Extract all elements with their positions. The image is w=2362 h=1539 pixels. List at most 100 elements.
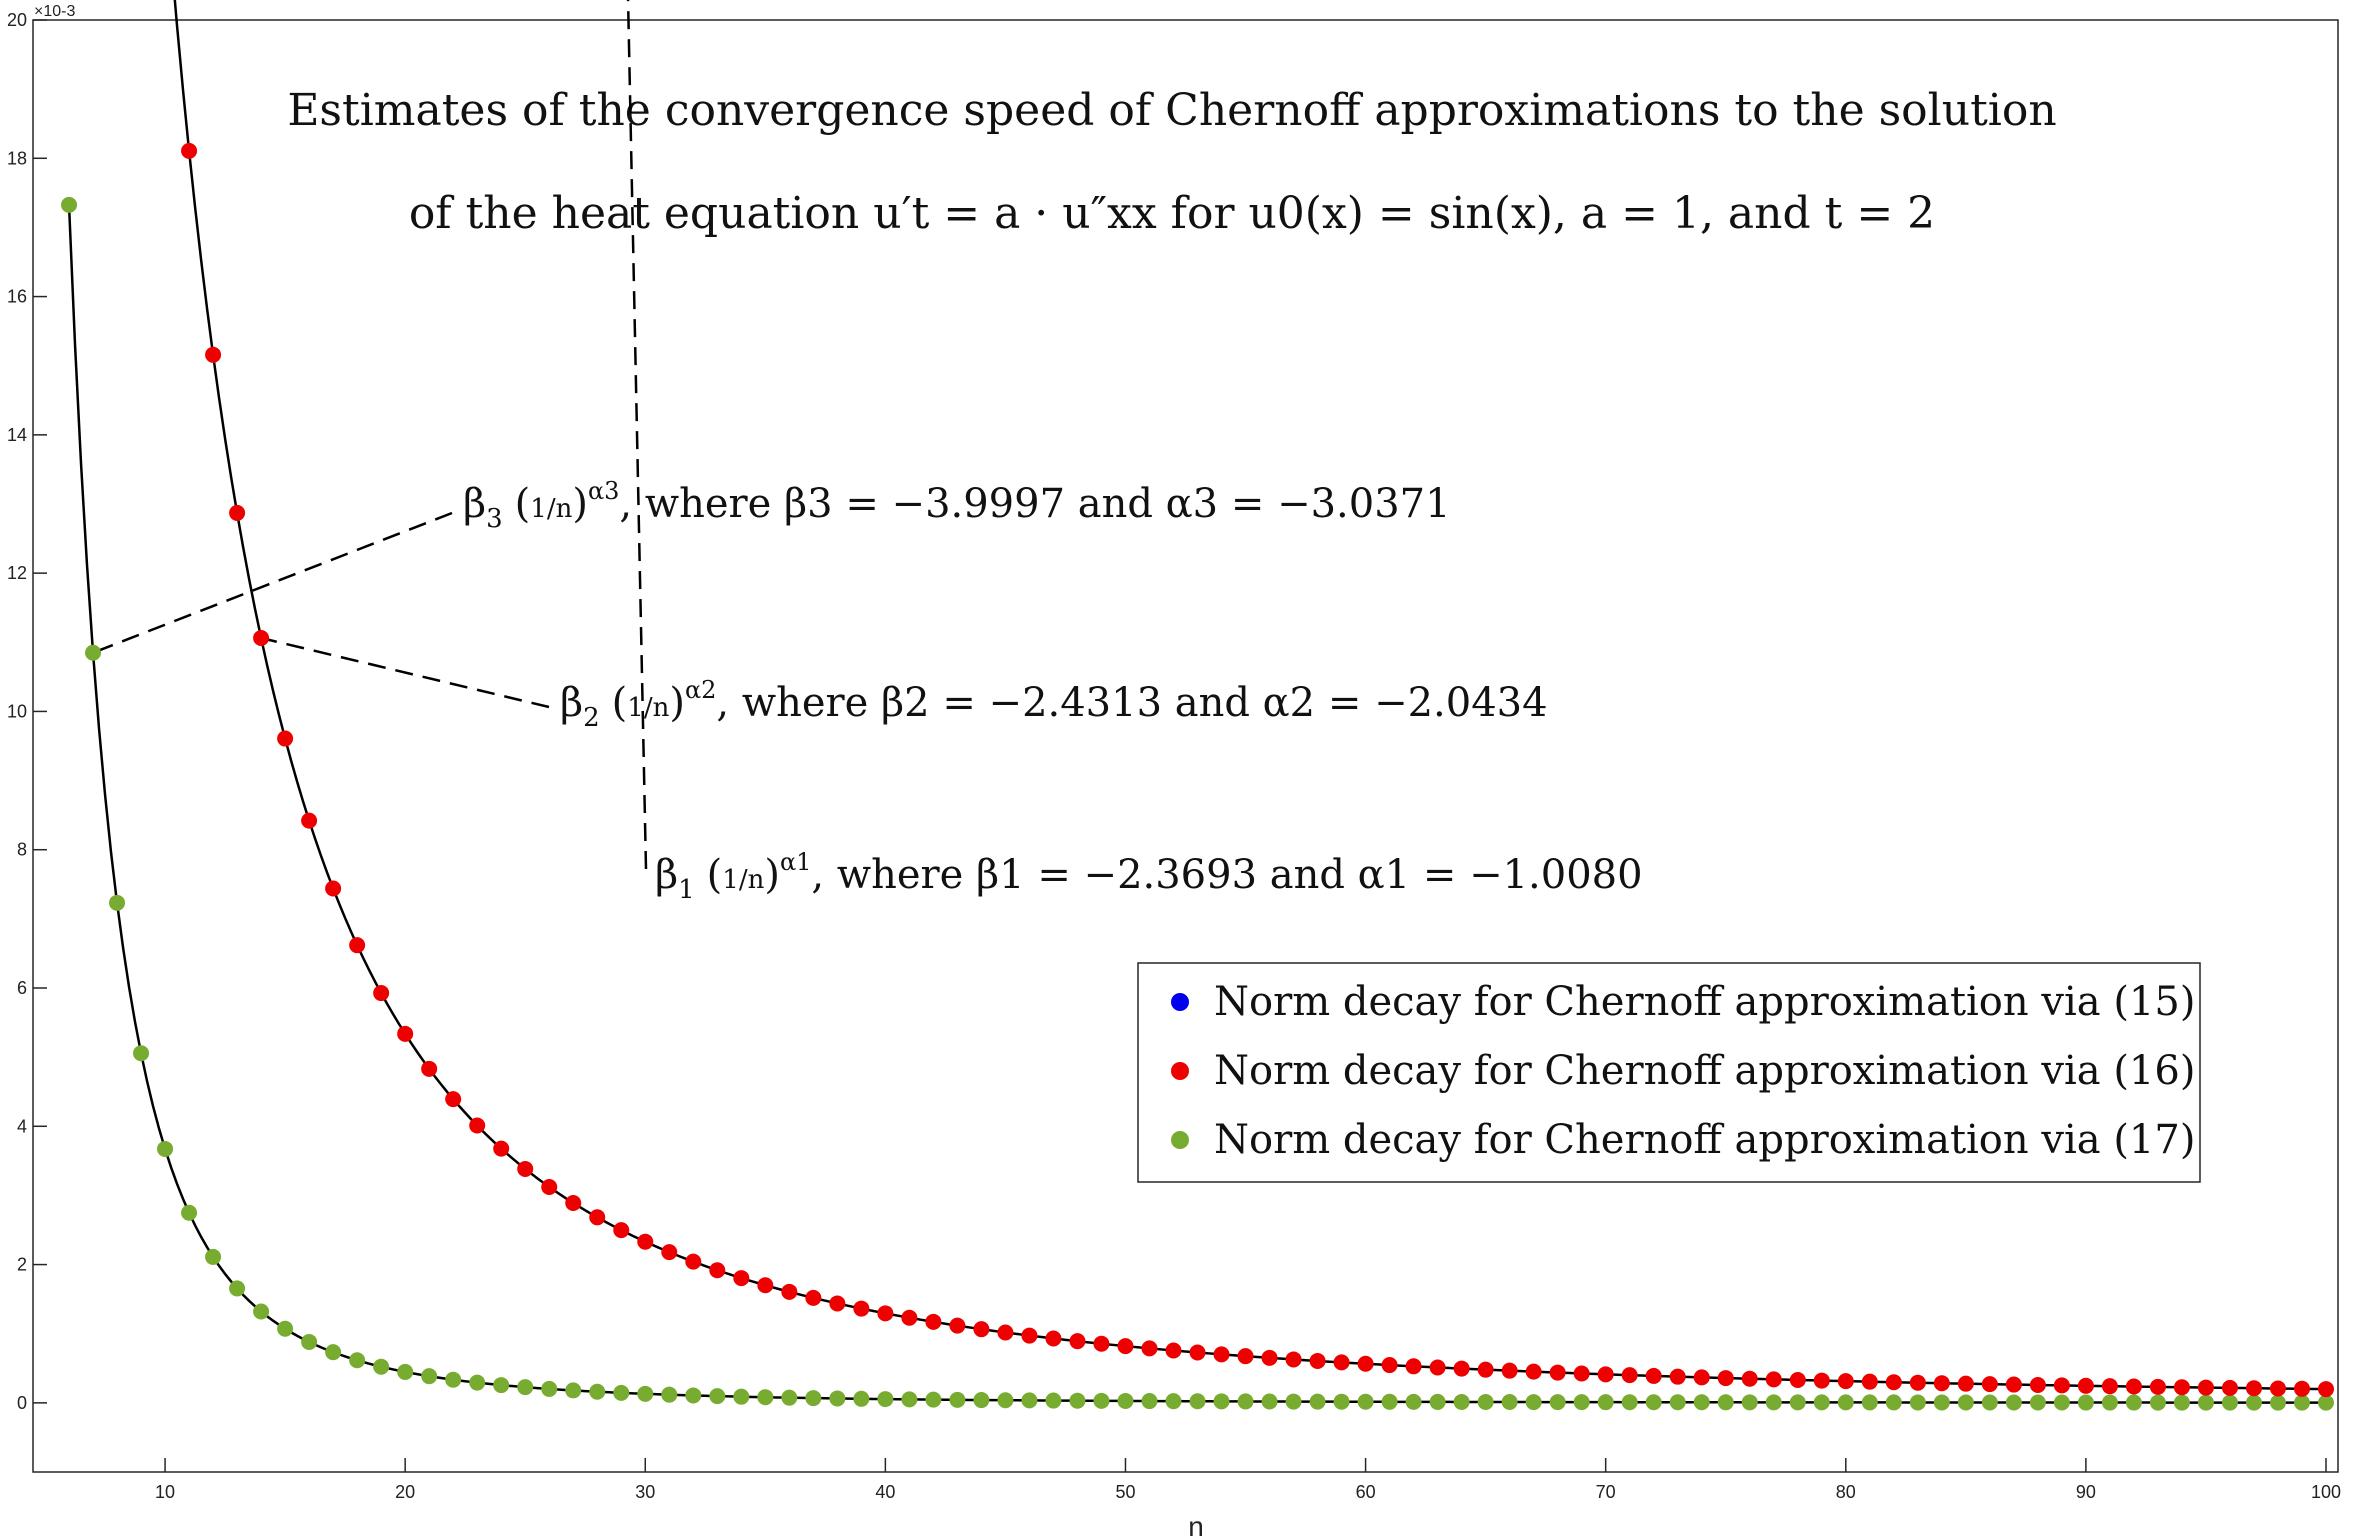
- point-series2-n13: [229, 504, 246, 521]
- y-axis: 0 2 4 6 8 10 12 14 16 18 20: [7, 10, 47, 1413]
- point-series2-n86: [1981, 1376, 1998, 1393]
- ann2-exp: α2: [685, 676, 716, 704]
- point-series2-n20: [397, 1025, 414, 1042]
- point-series2-n96: [2221, 1379, 2238, 1396]
- point-series3-n39: [853, 1390, 870, 1407]
- point-series2-n55: [1237, 1348, 1254, 1365]
- ann2-beta: β: [560, 680, 583, 726]
- point-series3-n72: [1645, 1394, 1662, 1411]
- point-series2-n88: [2029, 1376, 2046, 1393]
- ann1-exp: α1: [780, 848, 811, 876]
- point-series2-n95: [2197, 1379, 2214, 1396]
- annotation-fit-3: β3 (1/n)α3, where β3 = −3.9997 and α3 = −…: [463, 477, 1451, 534]
- point-series2-n90: [2077, 1377, 2094, 1394]
- point-series2-n46: [1021, 1327, 1038, 1344]
- point-series2-n23: [469, 1117, 486, 1134]
- point-series3-n21: [421, 1368, 438, 1385]
- point-series2-n39: [853, 1300, 870, 1317]
- point-series2-n25: [517, 1160, 534, 1177]
- point-series2-n98: [2269, 1380, 2286, 1397]
- point-series2-n76: [1741, 1370, 1758, 1387]
- point-series3-n85: [1957, 1394, 1974, 1411]
- point-series3-n18: [349, 1352, 366, 1369]
- point-series2-n49: [1093, 1335, 1110, 1352]
- chart-title-line2: of the heat equation u′t = a · u″xx for …: [409, 188, 1935, 239]
- point-series2-n53: [1189, 1344, 1206, 1361]
- point-series3-n98: [2269, 1394, 2286, 1411]
- point-series3-n8: [109, 894, 126, 911]
- ann1-rest: , where β1 = −2.3693 and α1 = −1.0080: [811, 852, 1642, 898]
- point-series3-n22: [445, 1371, 462, 1388]
- legend-box: [1137, 962, 2201, 1183]
- point-series3-n25: [517, 1379, 534, 1396]
- point-series3-n9: [133, 1045, 150, 1062]
- point-series2-n43: [949, 1317, 966, 1334]
- y-tick-label-0: 0: [17, 1393, 27, 1413]
- point-series2-n38: [829, 1295, 846, 1312]
- point-series2-n24: [493, 1140, 510, 1157]
- point-series3-n45: [997, 1392, 1014, 1409]
- point-series3-n15: [277, 1320, 294, 1337]
- point-series2-n85: [1957, 1375, 1974, 1392]
- point-series2-n12: [205, 346, 222, 363]
- point-series2-n19: [373, 985, 390, 1002]
- point-series2-n81: [1861, 1373, 1878, 1390]
- point-series3-n76: [1741, 1394, 1758, 1411]
- point-series3-n49: [1093, 1392, 1110, 1409]
- point-series2-n34: [733, 1270, 750, 1287]
- point-series2-n16: [301, 812, 318, 829]
- y-tick-label-20: 20: [7, 10, 27, 30]
- point-series3-n47: [1045, 1392, 1062, 1409]
- point-series3-n79: [1813, 1394, 1830, 1411]
- point-series2-n32: [685, 1253, 702, 1270]
- point-series2-n60: [1357, 1355, 1374, 1372]
- point-series3-n12: [205, 1248, 222, 1265]
- point-series2-n33: [709, 1262, 726, 1279]
- ann3-rest: , where β3 = −3.9997 and α3 = −3.0371: [619, 481, 1450, 527]
- point-series3-n34: [733, 1388, 750, 1405]
- y-tick-label-8: 8: [17, 840, 27, 860]
- ann1-beta: β: [655, 852, 678, 898]
- point-series2-n62: [1405, 1358, 1422, 1375]
- x-tick-label-10: 10: [155, 1482, 175, 1502]
- x-tick-label-80: 80: [1836, 1482, 1856, 1502]
- point-series2-n44: [973, 1321, 990, 1338]
- point-series2-n45: [997, 1324, 1014, 1341]
- point-series2-n89: [2053, 1377, 2070, 1394]
- ann2-beta-sub: 2: [583, 703, 600, 733]
- point-series2-n14: [253, 629, 270, 646]
- point-series3-n86: [1981, 1394, 1998, 1411]
- point-series2-n91: [2101, 1378, 2118, 1395]
- point-series2-n80: [1837, 1373, 1854, 1390]
- y-tick-label-16: 16: [7, 287, 27, 307]
- point-series3-n38: [829, 1390, 846, 1407]
- point-series3-n40: [877, 1391, 894, 1408]
- point-series2-n37: [805, 1289, 822, 1306]
- point-series3-n57: [1285, 1393, 1302, 1410]
- point-series2-n15: [277, 730, 294, 747]
- y-tick-label-2: 2: [17, 1255, 27, 1275]
- y-tick-label-14: 14: [7, 425, 27, 445]
- point-series2-n93: [2149, 1378, 2166, 1395]
- legend-marker-17: [1171, 1131, 1189, 1149]
- point-series2-n29: [613, 1222, 630, 1239]
- point-series3-n54: [1213, 1393, 1230, 1410]
- point-series3-n23: [469, 1374, 486, 1391]
- point-series3-n95: [2197, 1394, 2214, 1411]
- data-points: [61, 142, 2334, 1411]
- svg-text:β1(1/n)α1, where β1 = −2.3693: β1 (1/n)α1, where β1 = −2.3693 and α1 = −…: [655, 848, 1643, 905]
- point-series2-n68: [1549, 1364, 1566, 1381]
- point-series2-n21: [421, 1060, 438, 1077]
- point-series2-n31: [661, 1244, 678, 1261]
- point-series3-n46: [1021, 1392, 1038, 1409]
- x-axis: 10 20 30 40 50 60 70 80 90 100: [155, 1458, 2341, 1502]
- point-series3-n84: [1933, 1394, 1950, 1411]
- point-series2-n28: [589, 1209, 606, 1226]
- y-tick-label-10: 10: [7, 701, 27, 721]
- point-series3-n32: [685, 1387, 702, 1404]
- point-series3-n75: [1717, 1394, 1734, 1411]
- point-series3-n20: [397, 1363, 414, 1380]
- point-series2-n42: [925, 1313, 942, 1330]
- point-series3-n74: [1693, 1394, 1710, 1411]
